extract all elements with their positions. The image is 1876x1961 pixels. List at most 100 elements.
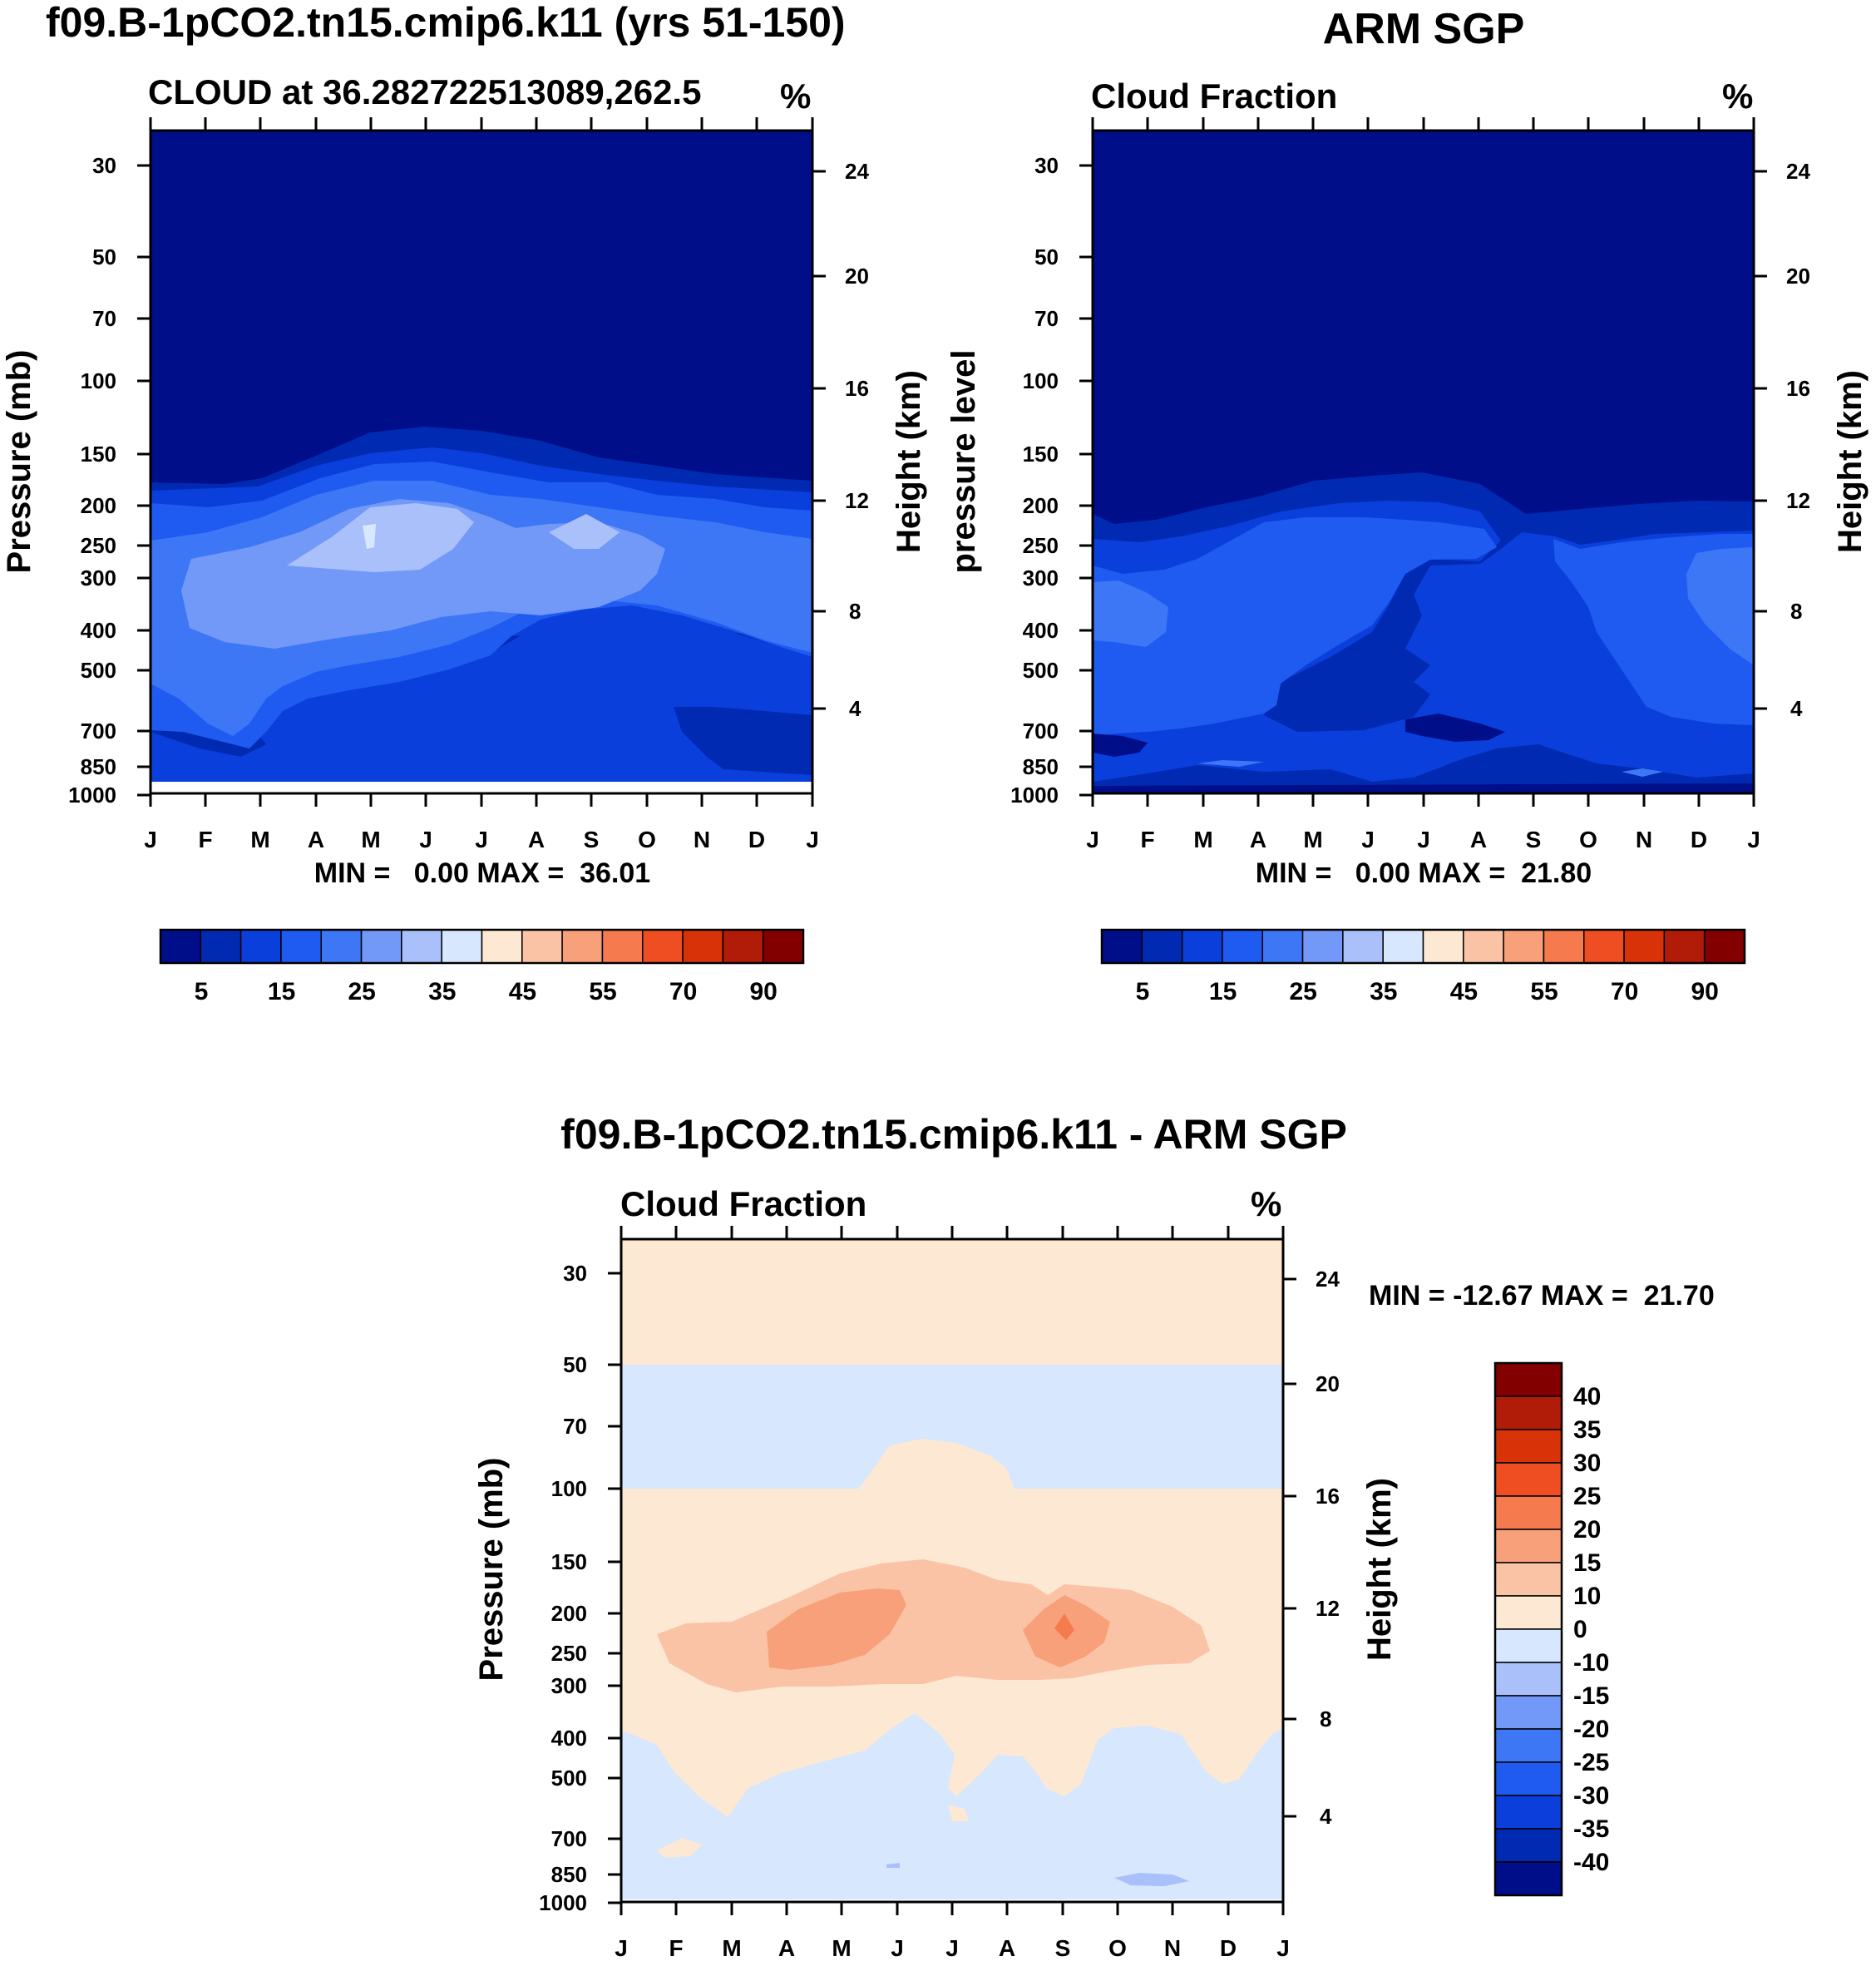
model-panel-title: CLOUD at 36.282722513089,262.5 <box>148 72 701 111</box>
contour-level-7 <box>363 524 376 549</box>
month-label: S <box>1055 1935 1071 1961</box>
height-tick-label: 16 <box>1316 1484 1340 1509</box>
month-label: F <box>669 1935 683 1961</box>
month-label: M <box>832 1935 851 1961</box>
colorbar-swatch <box>1422 929 1464 964</box>
month-label: O <box>1579 827 1597 852</box>
month-label: J <box>806 827 819 852</box>
pressure-tick-label: 200 <box>551 1601 587 1626</box>
colorbar-label: 15 <box>268 978 295 1005</box>
colorbar-label: 25 <box>348 978 376 1005</box>
colorbar-label: -10 <box>1573 1649 1609 1677</box>
colorbar-swatch <box>481 929 523 964</box>
pressure-tick-label: 700 <box>1023 719 1059 743</box>
pressure-tick-label: 150 <box>81 442 116 467</box>
pressure-tick-label: 1000 <box>539 1890 587 1915</box>
colorbar-swatch <box>1261 929 1304 964</box>
colorbar-label: 15 <box>1209 978 1237 1005</box>
pressure-tick-label: 150 <box>1023 442 1059 467</box>
colorbar-swatch <box>1503 929 1545 964</box>
colorbar-swatch <box>239 929 282 964</box>
height-tick-label: 24 <box>1316 1267 1340 1292</box>
colorbar-frame <box>1100 928 1746 965</box>
model-units-label: % <box>780 77 811 116</box>
month-label: J <box>1086 827 1099 852</box>
pressure-tick-label: 500 <box>1023 658 1059 683</box>
month-label: O <box>638 827 656 852</box>
month-label: J <box>419 827 432 852</box>
pressure-tick-label: 700 <box>81 719 116 743</box>
colorbar-swatch <box>1494 1462 1563 1497</box>
colorbar-swatch <box>320 929 363 964</box>
colorbar-swatch <box>561 929 604 964</box>
height-tick-label: 8 <box>1790 599 1802 624</box>
pressure-tick-label: 500 <box>551 1766 587 1791</box>
pressure-tick-label: 250 <box>551 1641 587 1666</box>
height-tick-label: 24 <box>1786 159 1810 184</box>
colorbar-swatch <box>1494 1595 1563 1630</box>
diff-units-label: % <box>1251 1184 1281 1223</box>
model-min-max: MIN = 0.00 MAX = 36.01 <box>314 857 650 889</box>
colorbar-swatch <box>441 929 483 964</box>
colorbar-label: 0 <box>1573 1616 1587 1643</box>
model-ticks <box>137 117 826 807</box>
colorbar-swatch <box>1494 1761 1563 1796</box>
month-label: M <box>250 827 269 852</box>
pressure-tick-label: 850 <box>81 754 116 779</box>
obs-min-max: MIN = 0.00 MAX = 21.80 <box>1256 857 1592 889</box>
diff-y-axis-label: Pressure (mb) <box>473 1458 510 1682</box>
pressure-tick-label: 400 <box>1023 618 1059 643</box>
colorbar-swatch <box>1382 929 1424 964</box>
colorbar-swatch <box>280 929 322 964</box>
colorbar-label: -25 <box>1573 1749 1609 1776</box>
colorbar-frame <box>1493 1361 1563 1897</box>
height-tick-label: 12 <box>1786 488 1810 513</box>
pressure-tick-label: 250 <box>81 533 116 558</box>
height-tick-label: 4 <box>1790 696 1803 721</box>
month-label: D <box>1220 1935 1237 1961</box>
obs-figure-title: ARM SGP <box>1323 5 1525 53</box>
colorbar-swatch <box>1494 1495 1563 1530</box>
height-tick-label: 4 <box>1320 1804 1332 1829</box>
colorbar-swatch <box>1543 929 1585 964</box>
colorbar-swatch <box>1663 929 1706 964</box>
diff-y2-axis-label: Height (km) <box>1361 1478 1398 1661</box>
colorbar-swatch <box>722 929 764 964</box>
height-tick-label: 16 <box>845 376 869 401</box>
colorbar-swatch <box>1101 929 1143 964</box>
colorbar-swatch <box>642 929 684 964</box>
pressure-tick-label: 700 <box>551 1826 587 1851</box>
contour-level-4d <box>1622 768 1663 777</box>
colorbar-swatch <box>160 929 202 964</box>
diff-ticks <box>608 1226 1296 1915</box>
pressure-tick-label: 70 <box>92 306 116 331</box>
contour-level-6b <box>549 514 620 549</box>
pressure-tick-label: 850 <box>1023 754 1059 779</box>
colorbar-swatch <box>1463 929 1504 964</box>
colorbar-label: 90 <box>1691 978 1719 1005</box>
colorbar-label: 15 <box>1573 1549 1601 1577</box>
contour-level-pos-3 <box>1054 1613 1074 1640</box>
diff-min-max: MIN = -12.67 MAX = 21.70 <box>1369 1280 1715 1311</box>
diff-panel-title: Cloud Fraction <box>620 1184 866 1223</box>
pressure-tick-label: 400 <box>551 1726 587 1751</box>
colorbar-label: 45 <box>509 978 536 1005</box>
colorbar-swatch <box>1494 1429 1563 1464</box>
pressure-tick-label: 30 <box>1034 153 1059 178</box>
colorbar-swatch <box>1342 929 1384 964</box>
obs-units-label: % <box>1722 77 1753 116</box>
obs-pressure-labels: 30 50 70 100 150 200 250 300 400 500 700… <box>1010 153 1059 808</box>
colorbar-label: 10 <box>1573 1583 1601 1610</box>
month-label: D <box>748 827 765 852</box>
model-y2-axis-label: Height (km) <box>891 370 927 553</box>
colorbar-swatch <box>1141 929 1183 964</box>
colorbar-swatch <box>1494 1628 1563 1663</box>
month-label: M <box>361 827 380 852</box>
pressure-tick-label: 200 <box>1023 493 1059 518</box>
height-tick-label: 12 <box>845 488 869 513</box>
colorbar-label: -35 <box>1573 1815 1609 1843</box>
contour-level-0d <box>1093 783 1754 793</box>
height-tick-label: 4 <box>849 696 861 721</box>
month-label: J <box>144 827 157 852</box>
colorbar-label: 55 <box>589 978 616 1005</box>
